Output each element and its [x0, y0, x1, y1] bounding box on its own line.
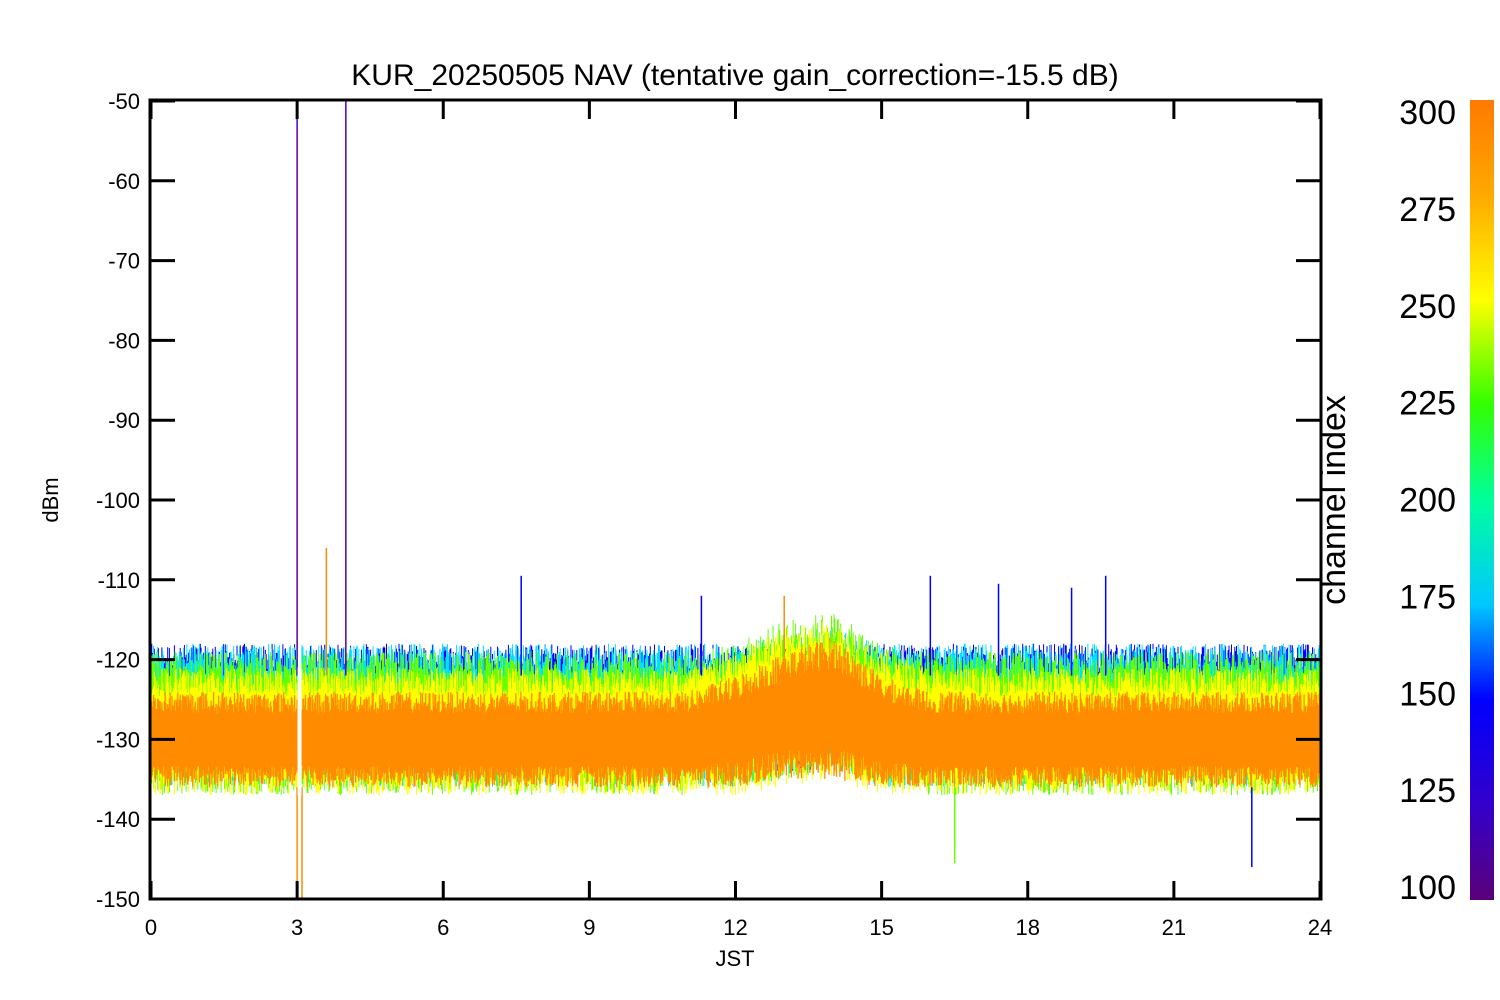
y-tick-label: -120 — [96, 648, 140, 673]
y-tick-label: -140 — [96, 807, 140, 832]
series-300 — [151, 637, 1320, 788]
chart-title: KUR_20250505 NAV (tentative gain_correct… — [351, 59, 1118, 92]
colorbar-tick-label: 225 — [1399, 385, 1456, 423]
y-tick-label: -50 — [108, 89, 140, 114]
spike-layer — [296, 101, 1253, 899]
colorbar-tick-label: 250 — [1399, 288, 1456, 326]
x-tick-label: 24 — [1308, 915, 1332, 940]
data-gap — [297, 667, 302, 796]
colorbar — [1470, 100, 1494, 900]
colorbar-tick-label: 300 — [1399, 94, 1456, 132]
x-axis-label: JST — [715, 946, 754, 971]
x-tick-label: 18 — [1016, 915, 1040, 940]
colorbar-label: channel index — [1315, 395, 1353, 605]
y-tick-label: -100 — [96, 488, 140, 513]
colorbar-tick-label: 125 — [1399, 772, 1456, 810]
x-tick-label: 9 — [583, 915, 595, 940]
series-band-300 — [151, 637, 1320, 788]
colorbar-tick-label: 200 — [1399, 482, 1456, 520]
y-axis: -50 -60 -70 -80 -90 -100 -110 -120 -130 -140 -150 — [96, 89, 1320, 912]
y-tick-label: -80 — [108, 328, 140, 353]
colorbar-tick-label: 100 — [1399, 869, 1456, 907]
y-tick-label: -60 — [108, 169, 140, 194]
y-tick-label: -110 — [98, 568, 140, 593]
colorbar-tick-label: 275 — [1399, 191, 1456, 229]
x-tick-label: 0 — [145, 915, 157, 940]
series-layer — [151, 614, 1320, 796]
x-tick-label: 21 — [1162, 915, 1186, 940]
x-tick-label: 12 — [723, 915, 747, 940]
x-tick-label: 15 — [869, 915, 893, 940]
x-tick-label: 6 — [437, 915, 449, 940]
colorbar-ticks: 300 275 250 225 200 175 150 125 100 — [1399, 94, 1456, 907]
y-axis-label: dBm — [38, 477, 63, 522]
y-tick-label: -90 — [108, 408, 140, 433]
colorbar-tick-label: 175 — [1399, 578, 1456, 616]
y-tick-label: -130 — [96, 727, 140, 752]
x-tick-label: 3 — [291, 915, 303, 940]
y-tick-label: -150 — [96, 887, 140, 912]
y-tick-label: -70 — [108, 249, 140, 274]
colorbar-tick-label: 150 — [1399, 675, 1456, 713]
x-axis: 0 3 6 9 12 15 18 21 24 — [145, 101, 1332, 940]
